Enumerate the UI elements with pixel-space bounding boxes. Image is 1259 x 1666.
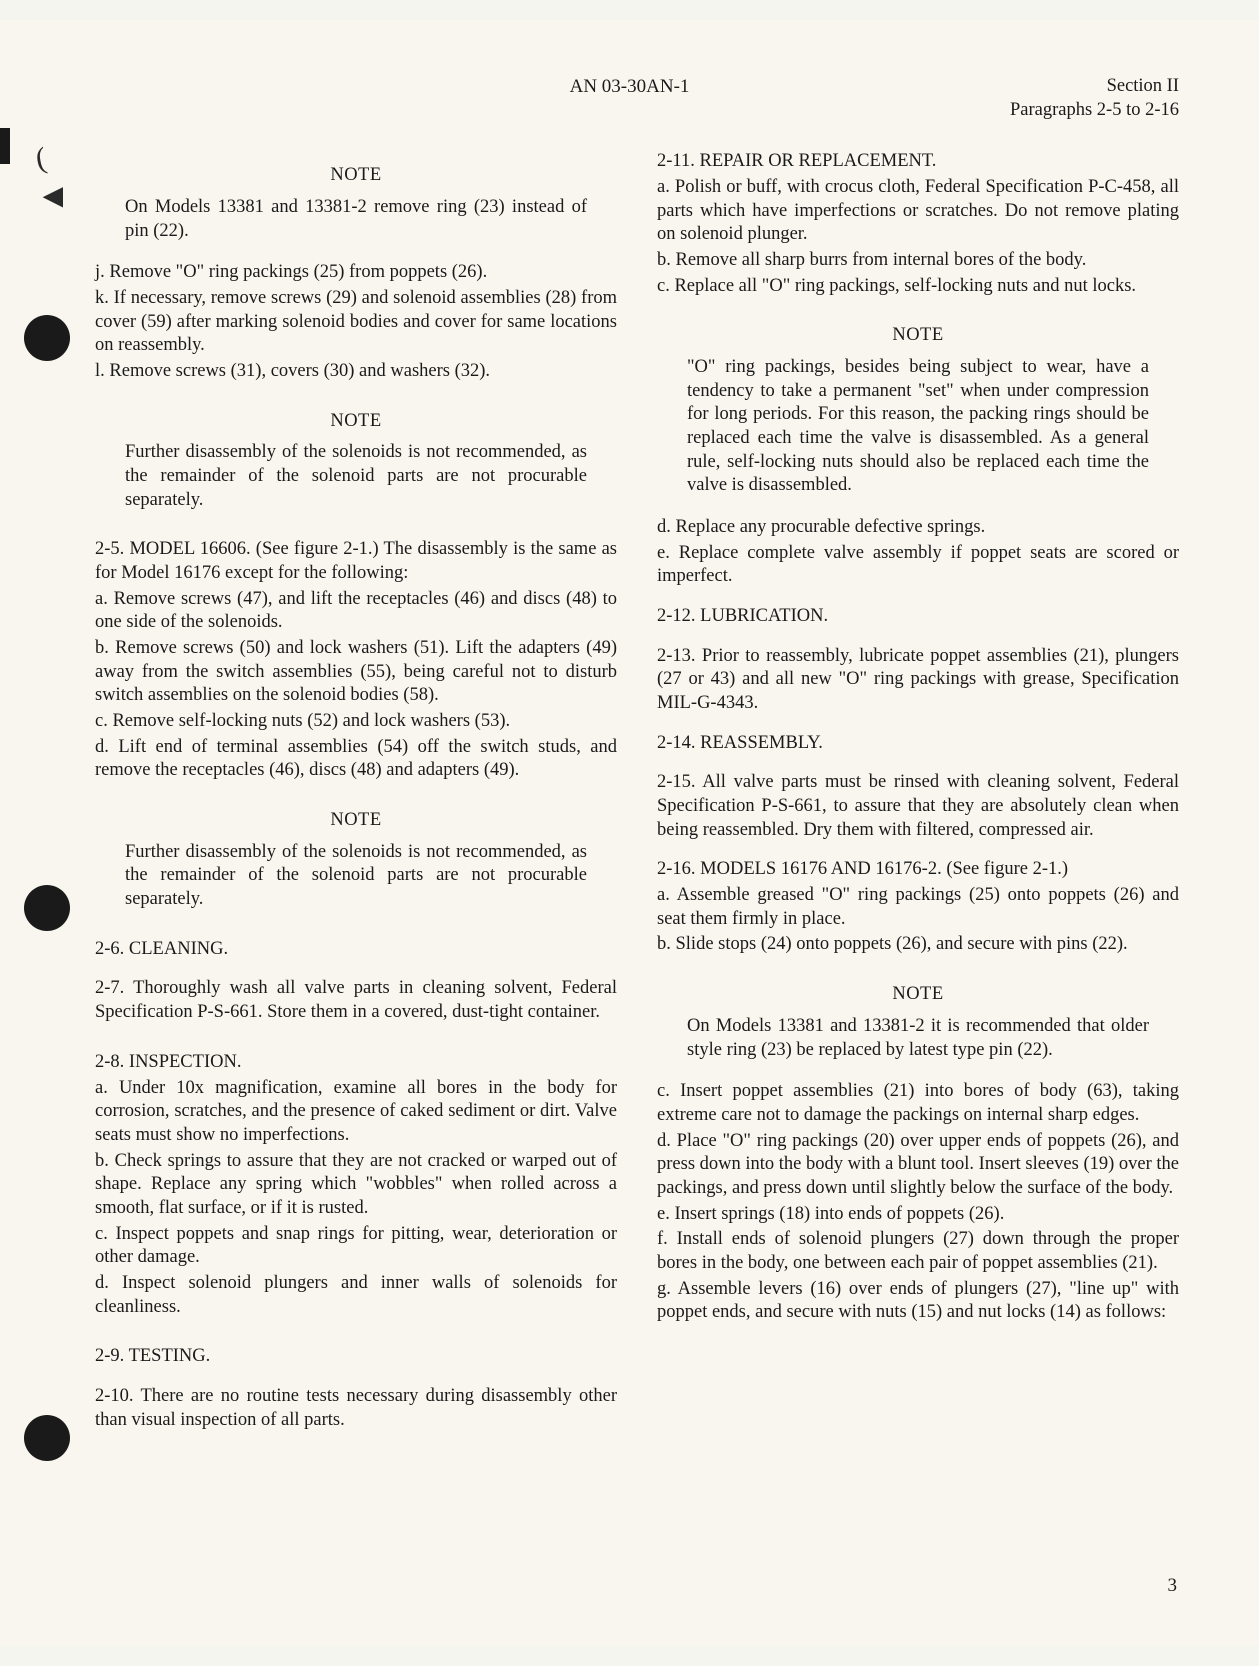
note-heading: NOTE <box>95 809 617 833</box>
note-body: On Models 13381 and 13381-2 remove ring … <box>125 196 587 243</box>
step-c: c. Remove self-locking nuts (52) and loc… <box>95 710 617 734</box>
doc-id: AN 03-30AN-1 <box>570 75 690 99</box>
page-number: 3 <box>1168 1574 1178 1598</box>
heading-2-12: 2-12. LUBRICATION. <box>657 605 1179 629</box>
content-columns: NOTE On Models 13381 and 13381-2 remove … <box>95 150 1179 1434</box>
step-a: a. Polish or buff, with crocus cloth, Fe… <box>657 176 1179 247</box>
note-body: Further disassembly of the solenoids is … <box>125 841 587 912</box>
heading-2-14: 2-14. REASSEMBLY. <box>657 732 1179 756</box>
step-a: a. Remove screws (47), and lift the rece… <box>95 588 617 635</box>
section-line2: Paragraphs 2-5 to 2-16 <box>1010 99 1179 123</box>
note-body: Further disassembly of the solenoids is … <box>125 441 587 512</box>
margin-mark: ( <box>33 139 50 179</box>
para-2-16-intro: 2-16. MODELS 16176 AND 16176-2. (See fig… <box>657 858 1179 882</box>
step-b: b. Slide stops (24) onto poppets (26), a… <box>657 933 1179 957</box>
para-2-10: 2-10. There are no routine tests necessa… <box>95 1385 617 1432</box>
step-g: g. Assemble levers (16) over ends of plu… <box>657 1278 1179 1325</box>
step-l: l. Remove screws (31), covers (30) and w… <box>95 360 617 384</box>
heading-2-6: 2-6. CLEANING. <box>95 938 617 962</box>
para-2-5: 2-5. MODEL 16606. (See figure 2-1.) The … <box>95 538 617 585</box>
note-body: On Models 13381 and 13381-2 it is recomm… <box>687 1015 1149 1062</box>
document-page: ( ◄ AN 03-30AN-1 Section II Paragraphs 2… <box>0 20 1259 1646</box>
para-2-7: 2-7. Thoroughly wash all valve parts in … <box>95 977 617 1024</box>
note-heading: NOTE <box>657 324 1179 348</box>
heading-2-9: 2-9. TESTING. <box>95 1345 617 1369</box>
step-d: d. Place "O" ring packings (20) over upp… <box>657 1130 1179 1201</box>
note-heading: NOTE <box>95 164 617 188</box>
step-d: d. Lift end of terminal assemblies (54) … <box>95 736 617 783</box>
punch-hole <box>24 1415 70 1461</box>
step-c: c. Insert poppet assemblies (21) into bo… <box>657 1080 1179 1127</box>
section-line1: Section II <box>1010 75 1179 99</box>
punch-hole <box>24 315 70 361</box>
step-b: b. Remove all sharp burrs from internal … <box>657 249 1179 273</box>
heading-2-11: 2-11. REPAIR OR REPLACEMENT. <box>657 150 1179 174</box>
step-b: b. Remove screws (50) and lock washers (… <box>95 637 617 708</box>
step-c: c. Replace all "O" ring packings, self-l… <box>657 275 1179 299</box>
margin-mark: ◄ <box>36 175 70 219</box>
page-header: AN 03-30AN-1 Section II Paragraphs 2-5 t… <box>95 75 1179 122</box>
step-f: f. Install ends of solenoid plungers (27… <box>657 1228 1179 1275</box>
step-d: d. Inspect solenoid plungers and inner w… <box>95 1272 617 1319</box>
step-a: a. Assemble greased "O" ring packings (2… <box>657 884 1179 931</box>
step-j: j. Remove "O" ring packings (25) from po… <box>95 261 617 285</box>
step-e: e. Replace complete valve assembly if po… <box>657 542 1179 589</box>
step-d: d. Replace any procurable defective spri… <box>657 516 1179 540</box>
left-column: NOTE On Models 13381 and 13381-2 remove … <box>95 150 617 1434</box>
edge-mark <box>0 128 10 164</box>
step-e: e. Insert springs (18) into ends of popp… <box>657 1203 1179 1227</box>
punch-hole <box>24 885 70 931</box>
section-ref: Section II Paragraphs 2-5 to 2-16 <box>1010 75 1179 122</box>
para-2-15: 2-15. All valve parts must be rinsed wit… <box>657 771 1179 842</box>
note-heading: NOTE <box>95 410 617 434</box>
step-b: b. Check springs to assure that they are… <box>95 1150 617 1221</box>
heading-2-8: 2-8. INSPECTION. <box>95 1051 617 1075</box>
para-2-13: 2-13. Prior to reassembly, lubricate pop… <box>657 645 1179 716</box>
right-column: 2-11. REPAIR OR REPLACEMENT. a. Polish o… <box>657 150 1179 1434</box>
step-a: a. Under 10x magnification, examine all … <box>95 1077 617 1148</box>
step-k: k. If necessary, remove screws (29) and … <box>95 287 617 358</box>
note-heading: NOTE <box>657 983 1179 1007</box>
step-c: c. Inspect poppets and snap rings for pi… <box>95 1223 617 1270</box>
note-body: "O" ring packings, besides being subject… <box>687 356 1149 498</box>
